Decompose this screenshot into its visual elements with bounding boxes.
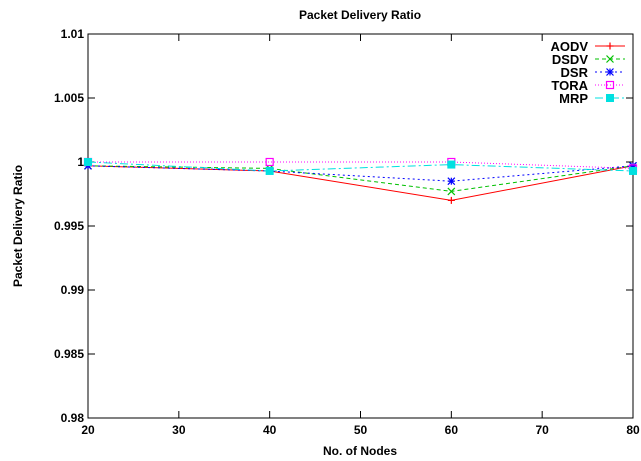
x-tick-label: 30 (172, 423, 186, 437)
x-tick-label: 40 (263, 423, 277, 437)
series-mrp-point (447, 160, 456, 169)
series-aodv-point (447, 196, 455, 204)
legend-marker-dsdv (606, 55, 614, 63)
legend-marker-aodv (606, 42, 614, 50)
series-dsr-line (87, 165, 634, 182)
series-dsdv-point (447, 187, 456, 196)
y-tick-label: 0.985 (54, 347, 84, 361)
y-tick-label: 1.005 (54, 91, 84, 105)
x-axis-label: No. of Nodes (323, 444, 397, 458)
legend-marker-mrp (606, 94, 614, 102)
series-mrp-point (265, 166, 274, 175)
series-tora-line (88, 161, 634, 169)
x-tick-label: 70 (535, 423, 549, 437)
x-tick-label: 80 (626, 423, 640, 437)
y-tick-label: 1.01 (61, 27, 85, 41)
y-tick-label: 0.98 (61, 411, 85, 425)
series-dsr-point (447, 177, 456, 186)
y-axis-label: Packet Delivery Ratio (11, 165, 25, 287)
x-tick-label: 60 (445, 423, 459, 437)
series-mrp-point (629, 166, 637, 175)
legend-label-mrp: MRP (559, 91, 588, 106)
y-tick-label: 1 (77, 155, 84, 169)
legend-label-aodv: AODV (550, 39, 588, 54)
x-tick-label: 20 (81, 423, 95, 437)
legend-label-dsdv: DSDV (552, 52, 588, 67)
legend-label-dsr: DSR (561, 65, 589, 80)
legend-marker-tora (605, 80, 615, 90)
legend-marker-dsr (606, 68, 614, 76)
series-layer (83, 157, 638, 204)
y-tick-label: 0.99 (61, 283, 85, 297)
series-mrp-point (84, 158, 92, 166)
series-tora-point (265, 157, 274, 167)
chart-title: Packet Delivery Ratio (299, 8, 421, 22)
series-mrp-line (87, 161, 634, 172)
y-tick-label: 0.995 (54, 219, 84, 233)
series-aodv-line (87, 165, 634, 201)
axis-ticks: 20 30 40 50 60 70 80 0.98 0.985 0.99 0.995 1 1.005 1.… (54, 27, 640, 437)
x-tick-label: 50 (354, 423, 368, 437)
legend-label-tora: TORA (551, 78, 588, 93)
series-dsdv-line (87, 165, 634, 192)
